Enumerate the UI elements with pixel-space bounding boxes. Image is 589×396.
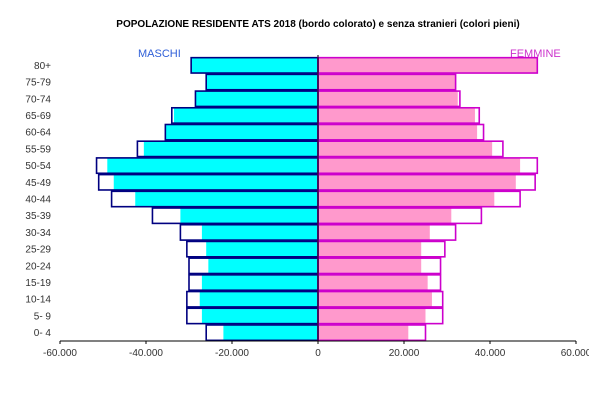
bar-male-fill (223, 324, 318, 341)
bar-female-fill (318, 124, 478, 140)
x-tick-label: 40.000 (475, 348, 506, 359)
bar-female-fill (318, 74, 456, 90)
bar-male-fill (143, 141, 318, 157)
bar-female-fill (318, 291, 432, 307)
category-label: 65-69 (25, 111, 51, 122)
bar-male-fill (208, 258, 318, 274)
x-axis: -60.000 -40.000 -20.000 0 20.000 40.000 60.000 (43, 340, 589, 359)
category-label: 50-54 (25, 161, 51, 172)
bar-male-fill (180, 208, 318, 224)
bar-female-fill (318, 208, 452, 224)
x-tick-label: 20.000 (389, 348, 420, 359)
bar-female-fill (318, 258, 422, 274)
bar-male-fill (195, 91, 318, 107)
category-label: 5- 9 (34, 311, 52, 322)
bar-male-fill (201, 274, 318, 291)
bar-female-fill (318, 224, 430, 241)
bar-female-fill (318, 274, 428, 291)
bar-female-fill (318, 308, 426, 324)
bar-male-fill (199, 291, 318, 307)
chart-title: POPOLAZIONE RESIDENTE ATS 2018 (bordo co… (116, 19, 519, 30)
bar-male-fill (165, 124, 318, 140)
bar-male-fill (173, 107, 318, 124)
category-label: 30-34 (25, 228, 51, 239)
bar-female-fill (318, 174, 516, 190)
y-axis-categories: 80+ 75-79 70-74 65-69 60-64 55-59 50-54 45-49 40… (25, 61, 51, 339)
category-label: 0- 4 (34, 328, 52, 339)
category-label: 25-29 (25, 245, 51, 256)
bar-male-fill (201, 308, 318, 324)
bar-male-fill (191, 57, 318, 74)
category-label: 45-49 (25, 178, 51, 189)
bar-female-fill (318, 157, 521, 174)
bar-female-fill (318, 191, 495, 207)
bar-female-fill (318, 141, 493, 157)
category-label: 20-24 (25, 261, 51, 272)
x-tick-label: 60.000 (561, 348, 589, 359)
x-tick-label: -20.000 (215, 348, 249, 359)
bar-male-fill (206, 74, 318, 90)
category-label: 55-59 (25, 144, 51, 155)
category-label: 70-74 (25, 94, 51, 105)
x-tick-label: 0 (315, 348, 321, 359)
bar-male-fill (107, 157, 318, 174)
legend-maschi: MASCHI (138, 48, 181, 60)
category-label: 35-39 (25, 211, 51, 222)
category-label: 60-64 (25, 128, 51, 139)
bar-male-fill (135, 191, 318, 207)
bar-female-fill (318, 324, 409, 341)
bars-group (95, 55, 539, 342)
category-label: 80+ (34, 61, 51, 72)
x-tick-label: -60.000 (43, 348, 77, 359)
bar-female-fill (318, 91, 458, 107)
category-label: 10-14 (25, 295, 51, 306)
x-tick-label: -40.000 (129, 348, 163, 359)
category-label: 75-79 (25, 78, 51, 89)
category-label: 15-19 (25, 278, 51, 289)
bar-male-fill (206, 241, 318, 257)
category-label: 40-44 (25, 195, 51, 206)
bar-female-fill (318, 57, 538, 74)
bar-male-fill (201, 224, 318, 241)
bar-male-fill (113, 174, 318, 190)
bar-female-fill (318, 107, 475, 124)
bar-female-fill (318, 241, 422, 257)
